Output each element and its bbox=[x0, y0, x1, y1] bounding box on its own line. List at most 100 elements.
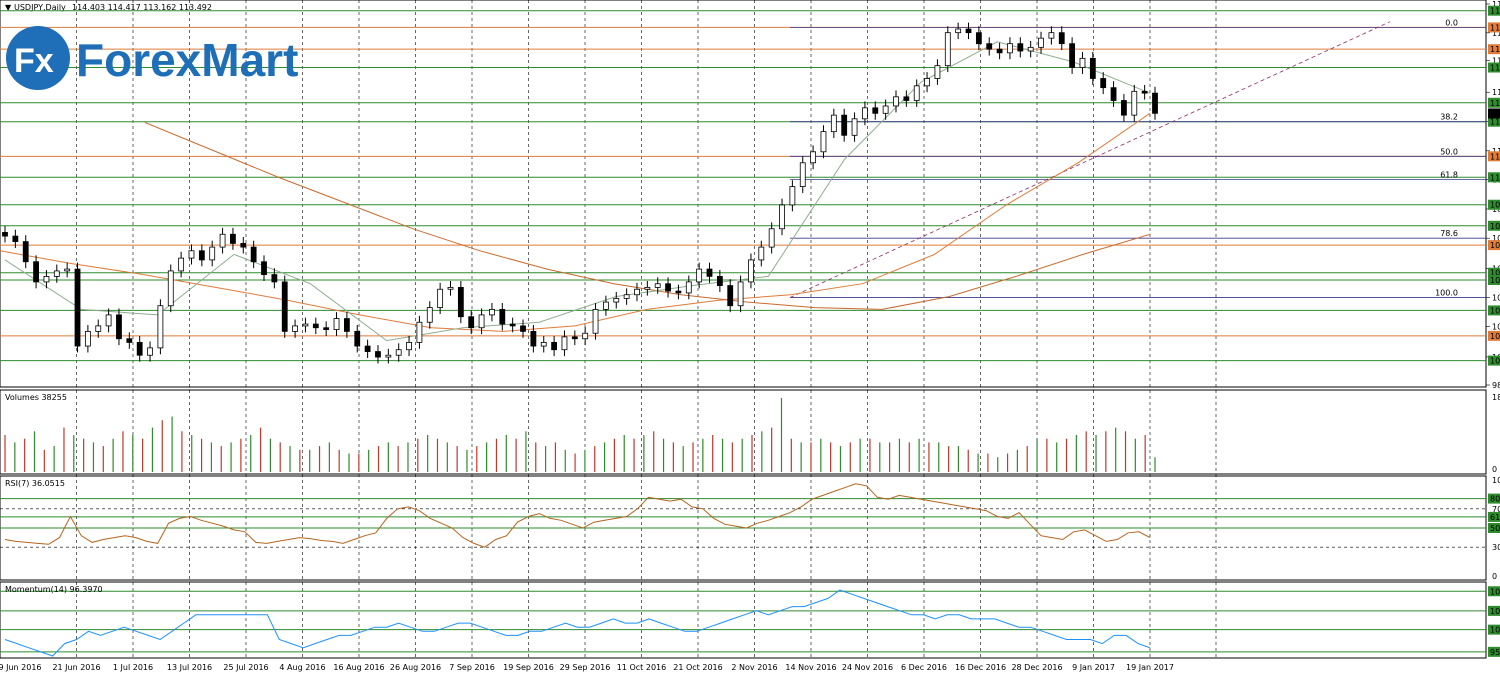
green-level-box bbox=[1488, 199, 1500, 210]
candle-body bbox=[416, 321, 423, 343]
price-tick-label: 117.890 bbox=[1492, 29, 1500, 38]
fib-label: 61.8 bbox=[1440, 171, 1458, 180]
ohlc-label: 114.403 114.417 113.162 113.492 bbox=[72, 3, 212, 12]
candle-body bbox=[136, 341, 143, 356]
candle-body bbox=[1038, 37, 1044, 48]
date-tick-label: 1 Jul 2016 bbox=[113, 663, 153, 672]
candlesticks bbox=[2, 22, 1158, 364]
candle-body bbox=[437, 288, 444, 308]
candle-body bbox=[95, 325, 102, 332]
candle-body bbox=[1079, 57, 1086, 68]
rsi-tick-label: 70 bbox=[1492, 505, 1500, 514]
price-axis: 119.465 117.890 116.370 114.650 113.042 111.4… bbox=[1486, 0, 1500, 390]
candle-body bbox=[219, 233, 226, 248]
fib-label: 100.0 bbox=[1435, 289, 1458, 298]
candle-body bbox=[1131, 90, 1138, 116]
candle-body bbox=[250, 246, 257, 263]
fib-label: 38.2 bbox=[1440, 113, 1458, 122]
ma-green bbox=[4, 41, 1151, 342]
momentum-level-label: 95.0078 bbox=[1490, 648, 1500, 657]
candle-body bbox=[323, 327, 330, 330]
orange-level-box bbox=[1488, 44, 1500, 55]
momentum-panel-border bbox=[0, 581, 1487, 659]
header-arrow-icon: ▼ bbox=[5, 3, 12, 12]
rsi-level-box bbox=[1488, 523, 1500, 533]
candle-body bbox=[748, 259, 754, 283]
fib-label: 0.0 bbox=[1445, 18, 1458, 27]
green-level-box bbox=[1488, 305, 1500, 316]
green-level-label: 116.000 bbox=[1490, 64, 1500, 73]
candle-body bbox=[468, 316, 475, 329]
candle-body bbox=[768, 228, 775, 248]
candle-body bbox=[281, 281, 288, 332]
candle-body bbox=[913, 85, 920, 101]
logo-fx: Fx bbox=[14, 42, 54, 80]
candle-body bbox=[157, 305, 164, 349]
orange-level-box bbox=[1488, 240, 1500, 251]
rsi-level-label: 80.6250 bbox=[1490, 495, 1500, 504]
rsi-level-box bbox=[1488, 511, 1500, 522]
candle-body bbox=[737, 281, 744, 307]
momentum-level-label: 104.9574 bbox=[1490, 607, 1500, 616]
green-level-box bbox=[1488, 355, 1500, 366]
candle-body bbox=[944, 32, 951, 67]
candle-body bbox=[147, 347, 153, 356]
candle-body bbox=[1048, 32, 1055, 39]
green-level-box bbox=[1488, 275, 1500, 286]
green-level-label: 107.363 bbox=[1490, 222, 1500, 231]
candle-body bbox=[12, 235, 19, 242]
candle-body bbox=[74, 268, 81, 347]
candle-body bbox=[126, 338, 133, 343]
candle-body bbox=[499, 309, 506, 325]
candle-body bbox=[1017, 43, 1024, 52]
candle-body bbox=[426, 307, 433, 323]
price-tick-label: 111.455 bbox=[1492, 147, 1500, 156]
green-level-label: 100.007 bbox=[1490, 357, 1500, 366]
candle-body bbox=[364, 345, 371, 352]
candle-body bbox=[955, 28, 962, 34]
candle-body bbox=[1100, 78, 1107, 89]
candle-body bbox=[261, 261, 267, 275]
candle-body bbox=[84, 330, 91, 347]
price-tick-label: 103.445 bbox=[1492, 294, 1500, 303]
candle-body bbox=[996, 48, 1003, 54]
candle-body bbox=[561, 336, 568, 351]
trend-line bbox=[789, 21, 1391, 298]
candle-body bbox=[924, 78, 930, 87]
vertical-gridlines bbox=[76, 0, 1217, 658]
candle-body bbox=[582, 332, 589, 340]
candle-body bbox=[716, 276, 723, 286]
green-level-label: 110.009 bbox=[1490, 173, 1500, 182]
candle-body bbox=[830, 114, 837, 133]
date-tick-label: 9 Jun 2016 bbox=[0, 663, 42, 672]
green-level-label: 102.744 bbox=[1490, 306, 1500, 315]
candle-body bbox=[478, 314, 485, 329]
orange-level-label: 117.000 bbox=[1490, 45, 1500, 54]
candle-body bbox=[675, 290, 682, 294]
date-tick-label: 16 Aug 2016 bbox=[333, 663, 384, 672]
candle-body bbox=[789, 186, 796, 206]
fibonacci-lines: 0.0 38.2 50.0 61.8 78.6 100.0 bbox=[789, 18, 1486, 298]
candle-body bbox=[841, 114, 848, 136]
fib-label: 50.0 bbox=[1440, 147, 1458, 156]
current-price-label: 113.492 bbox=[1490, 109, 1500, 118]
date-tick-label: 21 Oct 2016 bbox=[673, 663, 722, 672]
candle-body bbox=[530, 330, 537, 347]
date-tick-label: 11 Oct 2016 bbox=[617, 663, 666, 672]
date-tick-label: 4 Aug 2016 bbox=[279, 663, 325, 672]
candle-body bbox=[592, 309, 599, 334]
candle-body bbox=[540, 341, 547, 347]
candle-body bbox=[22, 241, 29, 263]
rsi-level-box bbox=[1488, 493, 1500, 504]
momentum-level-box bbox=[1488, 586, 1500, 597]
candle-body bbox=[167, 270, 174, 307]
candle-body bbox=[799, 162, 806, 188]
date-tick-label: 2 Nov 2016 bbox=[731, 663, 777, 672]
candle-body bbox=[851, 118, 858, 136]
orange-level-label: 118.188 bbox=[1490, 23, 1500, 32]
candle-body bbox=[872, 107, 879, 114]
fib-label: 78.6 bbox=[1440, 229, 1458, 238]
rsi-level-label: 50.0000 bbox=[1490, 524, 1500, 533]
orange-level-box bbox=[1488, 330, 1500, 341]
date-tick-label: 13 Jul 2016 bbox=[167, 663, 212, 672]
